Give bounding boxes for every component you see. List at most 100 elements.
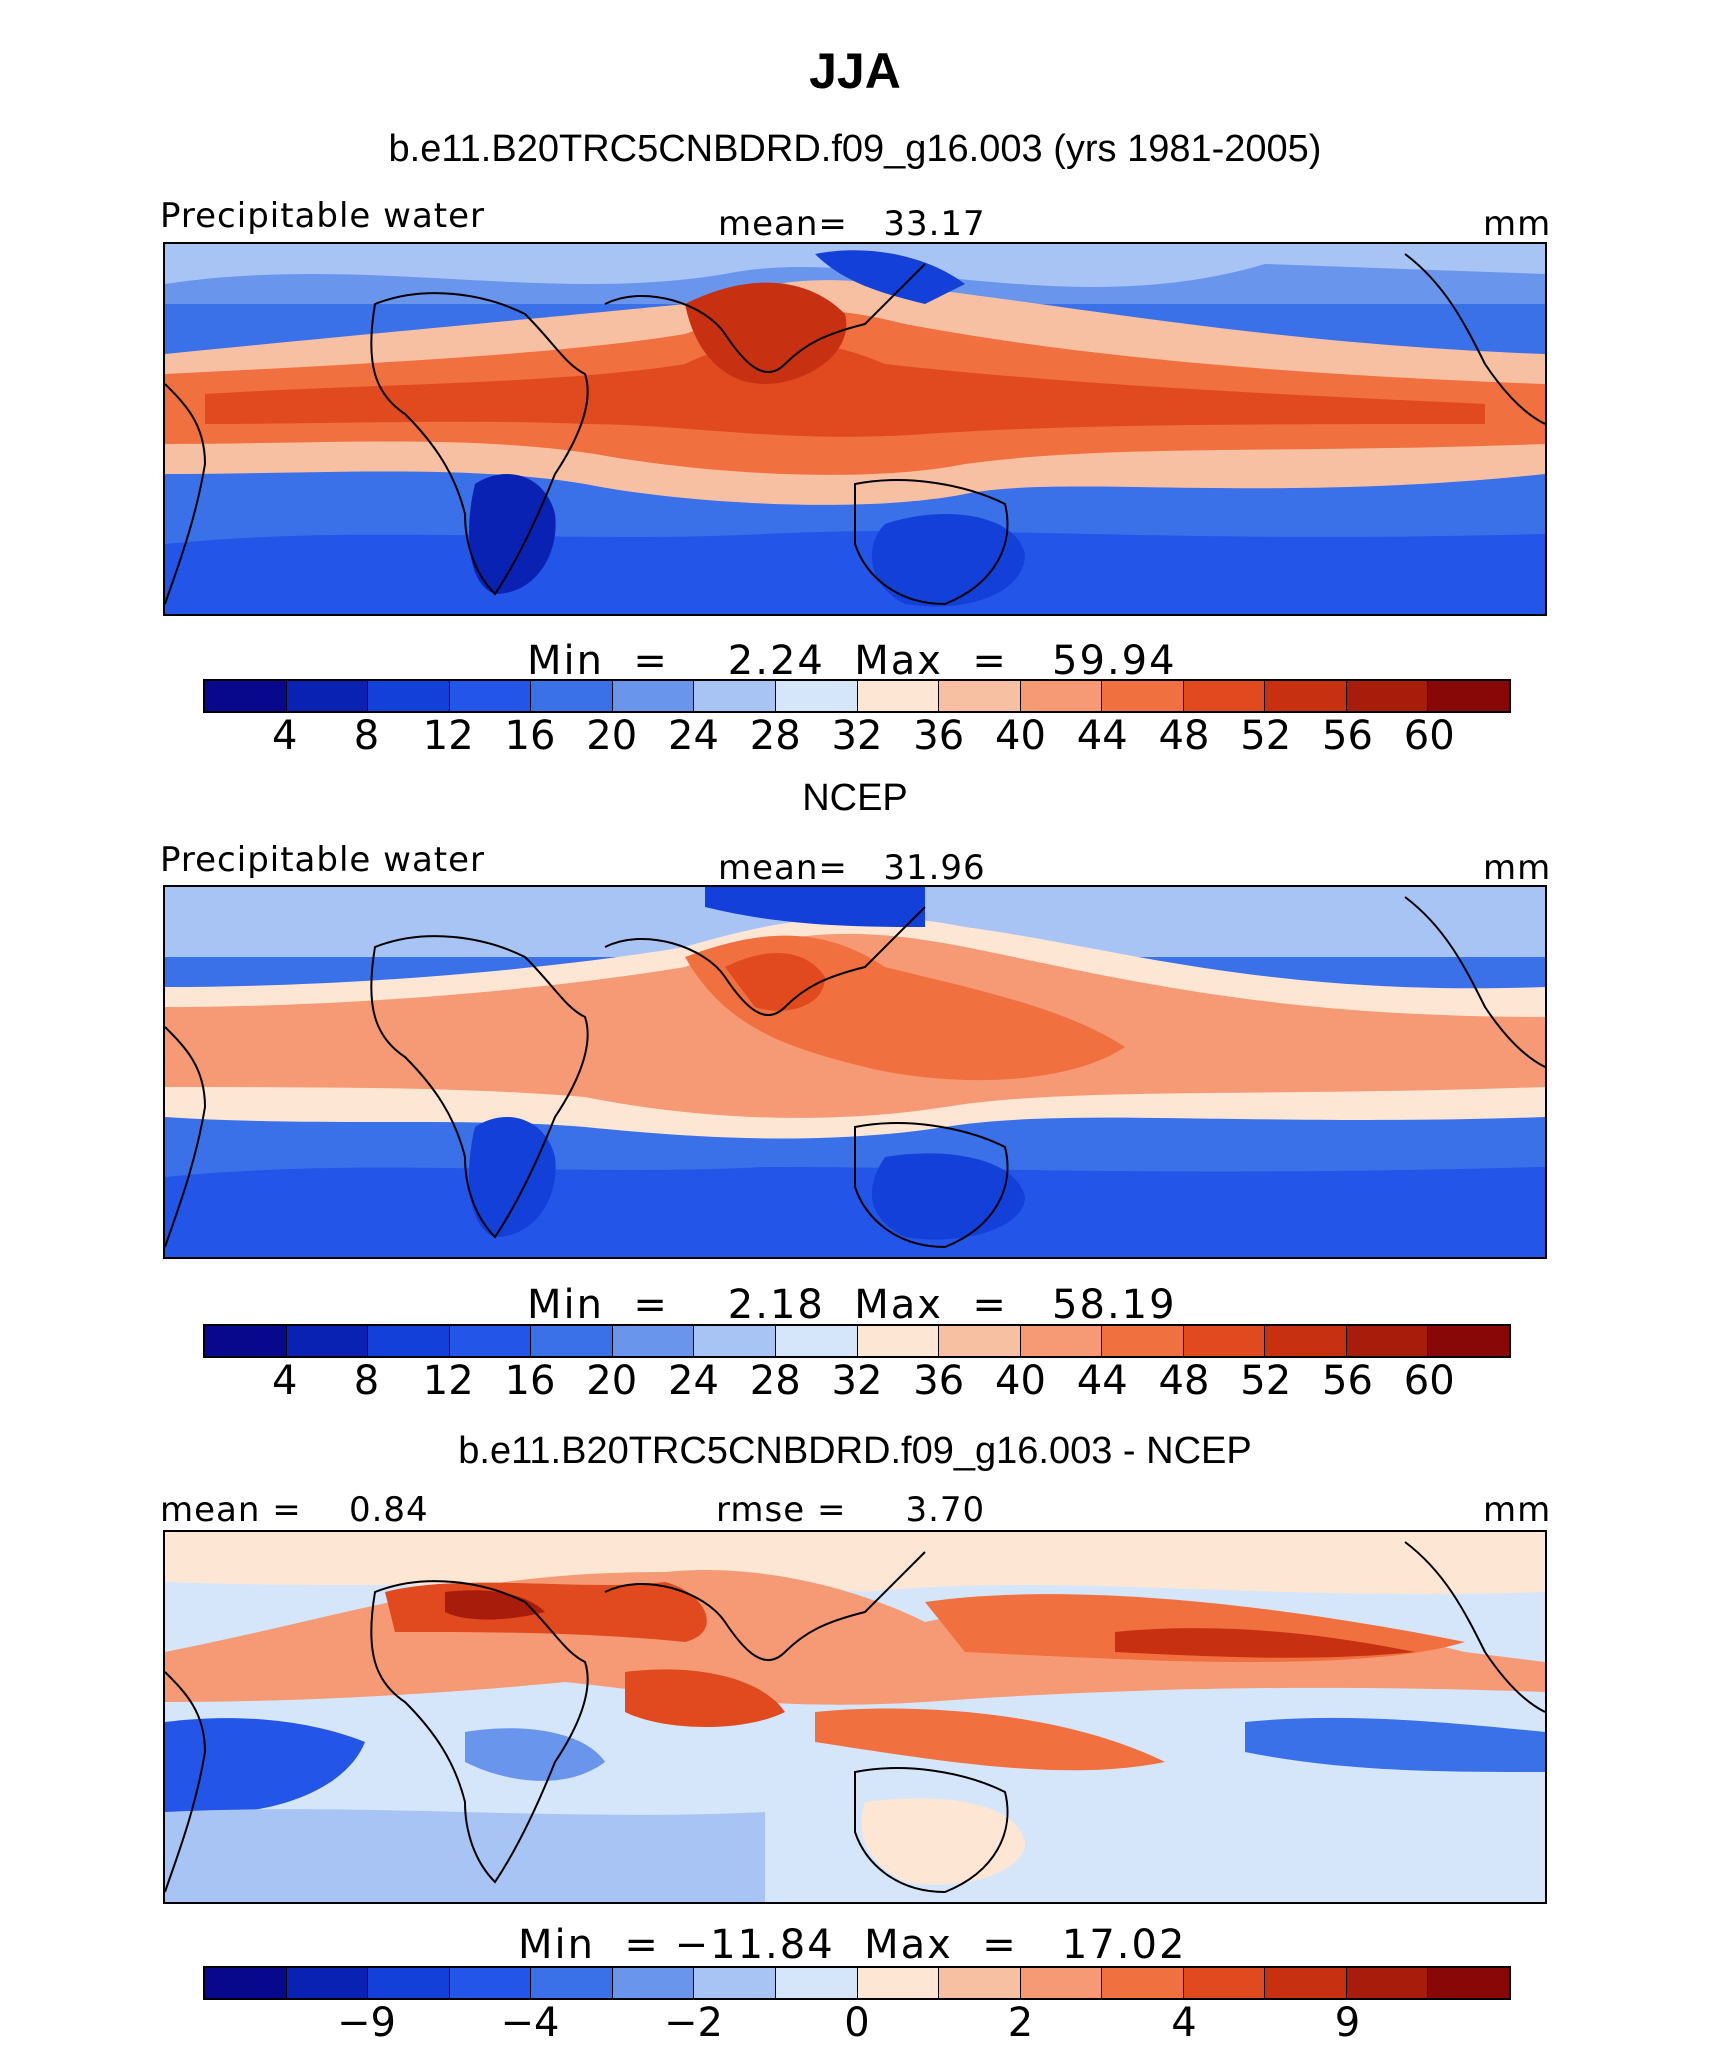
colorbar-tick-label: 8	[353, 1358, 380, 1404]
colorbar-tick-label: 52	[1240, 1358, 1292, 1404]
colorbar-swatch	[1265, 1326, 1347, 1356]
panel1-colorbar	[203, 679, 1511, 713]
panel3-units-label: mm	[1483, 1490, 1552, 1530]
colorbar-tick-label: 36	[913, 1358, 965, 1404]
colorbar-swatch	[1183, 1968, 1266, 1998]
colorbar-swatch	[1102, 1968, 1184, 1998]
colorbar-swatch	[939, 1326, 1021, 1356]
panel2-colorbar	[203, 1324, 1511, 1358]
panel1-map	[163, 242, 1547, 616]
panel2-map-field	[165, 887, 1545, 1257]
colorbar-tick-label: 16	[504, 713, 556, 759]
colorbar-tick-label: 44	[1076, 1358, 1128, 1404]
colorbar-tick-label: 2	[1007, 2000, 1034, 2046]
colorbar-tick-label: −2	[664, 2000, 723, 2046]
colorbar-swatch	[531, 681, 613, 711]
colorbar-swatch	[612, 1326, 695, 1356]
colorbar-swatch	[286, 681, 369, 711]
panel3-map	[163, 1530, 1547, 1904]
colorbar-tick-label: 36	[913, 713, 965, 759]
colorbar-swatch	[205, 681, 287, 711]
colorbar-tick-label: 40	[995, 713, 1046, 759]
colorbar-swatch	[1020, 1326, 1103, 1356]
colorbar-tick-label: 24	[668, 713, 719, 759]
colorbar-tick-label: 28	[749, 1358, 801, 1404]
colorbar-swatch	[1183, 681, 1266, 711]
colorbar-swatch	[1183, 1326, 1266, 1356]
colorbar-swatch	[368, 1968, 450, 1998]
colorbar-tick-label: −9	[337, 2000, 396, 2046]
panel3-minmax: Min = −11.84 Max = 17.02	[518, 1922, 1187, 1968]
colorbar-swatch	[286, 1326, 369, 1356]
colorbar-tick-label: 48	[1158, 713, 1210, 759]
colorbar-tick-label: 0	[844, 2000, 870, 2046]
colorbar-swatch	[1428, 1326, 1509, 1356]
colorbar-swatch	[1102, 681, 1184, 711]
colorbar-swatch	[286, 1968, 369, 1998]
panel2-mean-label: mean= 31.96	[718, 848, 986, 888]
figure-title: JJA	[809, 43, 901, 99]
colorbar-tick-label: 16	[504, 1358, 556, 1404]
colorbar-swatch	[531, 1326, 613, 1356]
panel3-colorbar	[203, 1966, 1511, 2000]
panel1-left-label: Precipitable water	[160, 196, 486, 236]
colorbar-tick-label: 12	[422, 713, 474, 759]
colorbar-tick-label: 8	[353, 713, 380, 759]
colorbar-swatch	[368, 1326, 450, 1356]
colorbar-swatch	[775, 1968, 858, 1998]
panel1-heading: b.e11.B20TRC5CNBDRD.f09_g16.003 (yrs 198…	[388, 128, 1322, 170]
colorbar-swatch	[205, 1968, 287, 1998]
colorbar-tick-label: 24	[668, 1358, 719, 1404]
panel2-units-label: mm	[1483, 848, 1552, 888]
colorbar-swatch	[449, 681, 532, 711]
panel2-minmax: Min = 2.18 Max = 58.19	[527, 1282, 1177, 1328]
colorbar-swatch	[1346, 681, 1429, 711]
colorbar-swatch	[857, 681, 940, 711]
colorbar-swatch	[857, 1326, 940, 1356]
colorbar-swatch	[1102, 1326, 1184, 1356]
panel2-left-label: Precipitable water	[160, 840, 486, 880]
colorbar-swatch	[1346, 1968, 1429, 1998]
colorbar-swatch	[1020, 681, 1103, 711]
colorbar-tick-label: 4	[1171, 2000, 1197, 2046]
colorbar-tick-label: 60	[1403, 713, 1455, 759]
colorbar-tick-label: 48	[1158, 1358, 1210, 1404]
colorbar-swatch	[1428, 1968, 1509, 1998]
colorbar-tick-label: 32	[831, 713, 883, 759]
colorbar-tick-label: 28	[749, 713, 801, 759]
colorbar-swatch	[694, 681, 776, 711]
colorbar-tick-label: 40	[995, 1358, 1046, 1404]
panel2-map	[163, 885, 1547, 1259]
colorbar-swatch	[694, 1968, 776, 1998]
panel2-heading: NCEP	[802, 777, 908, 819]
colorbar-swatch	[368, 681, 450, 711]
panel3-mean-label: mean = 0.84	[160, 1490, 429, 1530]
panel1-minmax: Min = 2.24 Max = 59.94	[527, 638, 1177, 684]
colorbar-tick-label: 20	[586, 713, 638, 759]
colorbar-tick-label: 44	[1076, 713, 1128, 759]
colorbar-tick-label: 4	[272, 713, 298, 759]
panel3-heading: b.e11.B20TRC5CNBDRD.f09_g16.003 - NCEP	[458, 1430, 1252, 1472]
colorbar-tick-label: 52	[1240, 713, 1292, 759]
panel1-mean-label: mean= 33.17	[718, 204, 986, 244]
colorbar-swatch	[612, 681, 695, 711]
panel1-units-label: mm	[1483, 204, 1552, 244]
panel3-map-field	[165, 1532, 1545, 1902]
colorbar-swatch	[1265, 681, 1347, 711]
colorbar-tick-label: 32	[831, 1358, 883, 1404]
panel1-map-field	[165, 244, 1545, 614]
panel3-rmse-label: rmse = 3.70	[716, 1490, 986, 1530]
colorbar-tick-label: 56	[1322, 1358, 1373, 1404]
colorbar-tick-label: 56	[1322, 713, 1373, 759]
colorbar-swatch	[939, 681, 1021, 711]
colorbar-tick-label: 20	[586, 1358, 638, 1404]
colorbar-swatch	[1346, 1326, 1429, 1356]
colorbar-swatch	[449, 1326, 532, 1356]
colorbar-swatch	[775, 681, 858, 711]
colorbar-swatch	[775, 1326, 858, 1356]
colorbar-swatch	[531, 1968, 613, 1998]
colorbar-tick-label: 12	[422, 1358, 474, 1404]
colorbar-tick-label: 60	[1403, 1358, 1455, 1404]
colorbar-swatch	[1428, 681, 1509, 711]
colorbar-swatch	[939, 1968, 1021, 1998]
